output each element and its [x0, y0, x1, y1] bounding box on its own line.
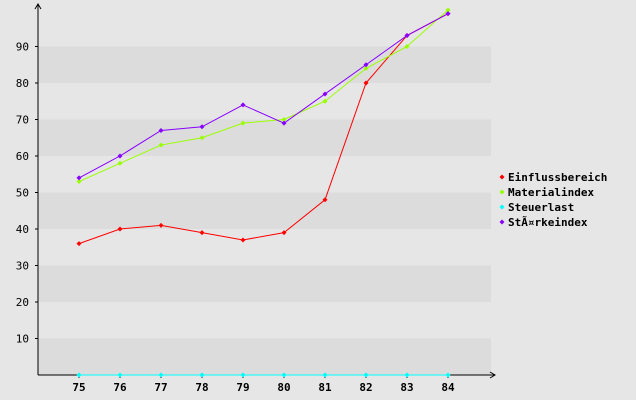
data-point [445, 7, 451, 13]
data-point [363, 372, 369, 378]
data-point [322, 372, 328, 378]
data-point [199, 124, 205, 130]
legend-marker [499, 174, 505, 180]
data-point [158, 222, 164, 228]
x-tick-label: 81 [318, 381, 332, 394]
data-point [76, 372, 82, 378]
series-line [78, 13, 449, 245]
data-point [404, 33, 410, 39]
data-point [322, 91, 328, 97]
data-point [76, 175, 82, 181]
y-axis-arrow [34, 3, 42, 10]
x-tick-label: 83 [400, 381, 413, 394]
data-point [322, 197, 328, 203]
data-point [281, 120, 287, 126]
series-lines [76, 7, 451, 378]
plot-area [38, 10, 491, 375]
data-point [240, 237, 246, 243]
data-point [76, 179, 82, 185]
series-1 [76, 11, 451, 247]
data-point [281, 117, 287, 122]
x-tick-label: 77 [154, 381, 167, 394]
legend-marker [499, 219, 505, 225]
grid-band [38, 46, 491, 83]
x-tick-label: 80 [277, 381, 290, 394]
data-point [281, 372, 287, 378]
grid-band [38, 119, 491, 156]
y-tick-label: 30 [16, 260, 29, 273]
y-tick-label: 50 [16, 187, 29, 200]
data-point [117, 153, 123, 159]
legend-item: Einflussbereich [499, 171, 607, 184]
data-point [76, 241, 82, 247]
data-point [404, 44, 410, 49]
series-line [78, 13, 449, 179]
x-tick-label: 84 [441, 381, 455, 394]
y-tick-label: 10 [16, 333, 29, 346]
legend-label: Einflussbereich [508, 171, 607, 184]
y-tick-label: 90 [16, 41, 29, 54]
data-point [199, 372, 205, 378]
data-point [117, 160, 123, 166]
grid-band [38, 10, 491, 47]
series-line [78, 9, 449, 183]
x-tick-label: 79 [236, 381, 249, 394]
x-tick-label: 82 [359, 381, 372, 394]
legend-item: Materialindex [499, 186, 594, 199]
data-point [281, 230, 287, 236]
data-point [199, 230, 205, 236]
data-point [199, 135, 205, 141]
legend-item: Steuerlast [499, 201, 574, 214]
grid-band [38, 83, 491, 120]
y-tick-label: 80 [16, 77, 29, 90]
grid-band [38, 192, 491, 229]
data-point [117, 226, 123, 232]
legend: Einflussbereich Materialindex Steuerlast St… [499, 171, 607, 229]
grid-band [38, 229, 491, 266]
series-3 [76, 372, 451, 378]
x-axis-ticks: 75 76 77 78 79 80 81 82 83 84 [72, 375, 455, 394]
data-point [158, 372, 164, 378]
data-point [240, 102, 246, 108]
grid-band [38, 338, 491, 375]
data-point [240, 372, 246, 378]
legend-label: Materialindex [508, 186, 594, 199]
data-point [363, 80, 369, 86]
data-point [240, 120, 246, 126]
data-point [158, 127, 164, 133]
data-point [117, 372, 123, 378]
x-tick-label: 76 [113, 381, 127, 394]
legend-marker [499, 204, 505, 210]
data-point [322, 98, 328, 104]
data-point [158, 142, 164, 148]
x-axis-arrow [489, 371, 496, 379]
data-point [363, 65, 369, 71]
grid-band [38, 265, 491, 302]
series-4 [76, 11, 451, 181]
y-tick-label: 40 [16, 223, 29, 236]
legend-label: StÃ¤rkeindex [508, 216, 588, 229]
legend-item: StÃ¤rkeindex [499, 216, 588, 229]
grid-band [38, 156, 491, 193]
data-point [404, 372, 410, 378]
series-2 [76, 7, 451, 185]
legend-label: Steuerlast [508, 201, 574, 214]
x-tick-label: 75 [72, 381, 85, 394]
legend-marker [499, 189, 505, 195]
data-point [363, 62, 369, 68]
data-point [445, 372, 451, 378]
y-tick-label: 60 [16, 150, 29, 163]
y-axis-ticks: 10 20 30 40 50 60 70 80 90 [16, 41, 38, 346]
y-tick-label: 70 [16, 114, 29, 127]
x-tick-label: 78 [195, 381, 208, 394]
y-tick-label: 20 [16, 296, 29, 309]
data-point [445, 11, 451, 17]
grid-band [38, 302, 491, 339]
